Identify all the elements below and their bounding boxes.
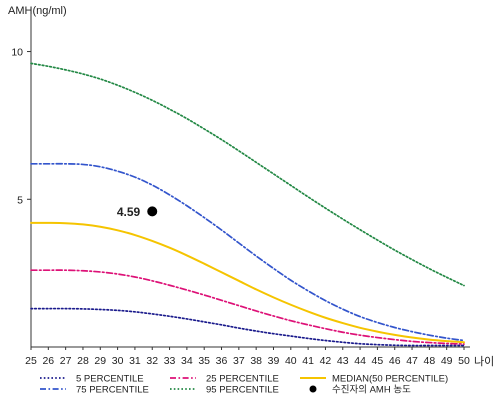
- x-tick-label: 48: [424, 355, 436, 367]
- y-axis-label: AMH(ng/ml): [8, 5, 67, 17]
- measurement-marker: 4.59: [117, 205, 158, 219]
- legend-point-label: 수진자의 AMH 농도: [332, 385, 411, 396]
- legend-point-marker: [309, 385, 317, 393]
- x-tick-label: 27: [60, 355, 72, 367]
- series-lines: [30, 62, 465, 347]
- x-tick-label: 40: [285, 355, 297, 367]
- x-tick-label: 49: [441, 355, 453, 367]
- legend-label: 5 PERCENTILE: [76, 374, 144, 385]
- x-tick-label: 38: [250, 355, 262, 367]
- x-tick-label: 34: [181, 355, 193, 367]
- series-line-5-percentile: [30, 307, 465, 347]
- series-line-median-50-percentile: [30, 221, 465, 344]
- x-tick-label: 28: [77, 355, 89, 367]
- x-tick-label: 32: [146, 355, 158, 367]
- legend-label: MEDIAN(50 PERCENTILE): [332, 374, 448, 385]
- series-line-25-percentile: [30, 269, 465, 345]
- x-tick-label: 41: [302, 355, 314, 367]
- measurement-point-label: 4.59: [117, 205, 141, 219]
- x-tick-label: 42: [320, 355, 332, 367]
- x-tick-label: 36: [216, 355, 228, 367]
- x-tick-label: 37: [233, 355, 245, 367]
- x-tick-label: 26: [42, 355, 54, 367]
- x-tick-label: 39: [268, 355, 280, 367]
- measurement-point: [147, 206, 158, 217]
- legend: 5 PERCENTILE 25 PERCENTILE MEDIAN(50 PERCE…: [40, 374, 448, 396]
- x-tick-label: 44: [354, 355, 366, 367]
- series-line-75-percentile: [30, 162, 465, 342]
- x-tick-label: 31: [129, 355, 141, 367]
- x-tick-label: 46: [389, 355, 401, 367]
- y-tick-label: 5: [17, 194, 23, 206]
- x-tick-label: 47: [406, 355, 418, 367]
- x-axis-label: 나이: [474, 355, 494, 368]
- x-tick-label: 50: [458, 355, 470, 367]
- x-tick-label: 45: [372, 355, 384, 367]
- y-tick-label: 10: [11, 47, 23, 59]
- x-tick-label: 25: [25, 355, 37, 367]
- x-tick-label: 33: [164, 355, 176, 367]
- legend-label: 95 PERCENTILE: [206, 385, 279, 396]
- legend-label: 25 PERCENTILE: [206, 374, 279, 385]
- legend-label: 75 PERCENTILE: [76, 385, 149, 396]
- axes: 5 10 25 26 27 28 29 30 31 32 33 34 35 36 37 38 39 40 41 42 4…: [11, 14, 470, 367]
- x-tick-label: 35: [198, 355, 210, 367]
- series-line-95-percentile: [30, 62, 465, 287]
- x-tick-label: 30: [112, 355, 124, 367]
- x-tick-label: 43: [337, 355, 349, 367]
- x-tick-label: 29: [94, 355, 106, 367]
